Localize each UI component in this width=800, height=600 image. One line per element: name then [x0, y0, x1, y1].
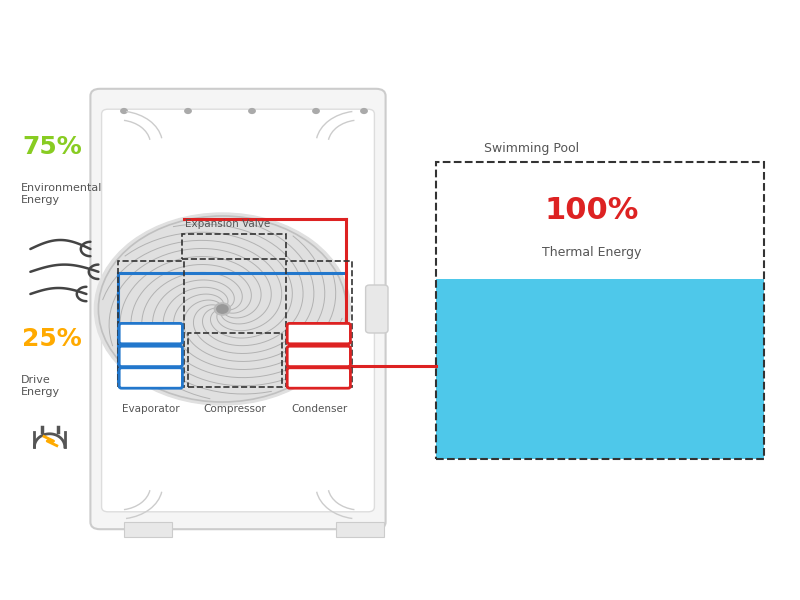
FancyBboxPatch shape	[287, 323, 350, 344]
Bar	[182, 234, 286, 259]
Bar	[436, 279, 764, 459]
FancyBboxPatch shape	[119, 368, 182, 388]
Circle shape	[214, 303, 230, 315]
Circle shape	[121, 109, 127, 113]
FancyBboxPatch shape	[102, 109, 374, 512]
FancyBboxPatch shape	[287, 346, 350, 367]
Text: Swimming Pool: Swimming Pool	[485, 142, 579, 155]
Text: Thermal Energy: Thermal Energy	[542, 246, 642, 259]
Circle shape	[249, 109, 255, 113]
Text: Compressor: Compressor	[204, 404, 266, 415]
Bar	[124, 522, 172, 537]
Text: 25%: 25%	[22, 327, 82, 351]
Text: Evaporator: Evaporator	[122, 404, 180, 415]
Bar	[188, 333, 282, 387]
Bar	[336, 522, 384, 537]
Text: Drive
Energy: Drive Energy	[21, 375, 60, 397]
Bar	[436, 162, 764, 459]
FancyBboxPatch shape	[287, 368, 350, 388]
Text: Condenser: Condenser	[291, 404, 347, 415]
FancyBboxPatch shape	[119, 323, 182, 344]
Text: Environmental
Energy: Environmental Energy	[21, 183, 102, 205]
Text: Expansion Valve: Expansion Valve	[186, 219, 270, 229]
Circle shape	[185, 109, 191, 113]
FancyBboxPatch shape	[366, 285, 388, 333]
Text: 100%: 100%	[545, 196, 639, 225]
FancyBboxPatch shape	[90, 89, 386, 529]
Circle shape	[94, 213, 350, 405]
Bar	[286, 261, 352, 387]
Bar	[118, 261, 184, 387]
Circle shape	[313, 109, 319, 113]
Text: 75%: 75%	[22, 135, 82, 159]
Circle shape	[217, 305, 228, 313]
Circle shape	[361, 109, 367, 113]
FancyBboxPatch shape	[119, 346, 182, 367]
